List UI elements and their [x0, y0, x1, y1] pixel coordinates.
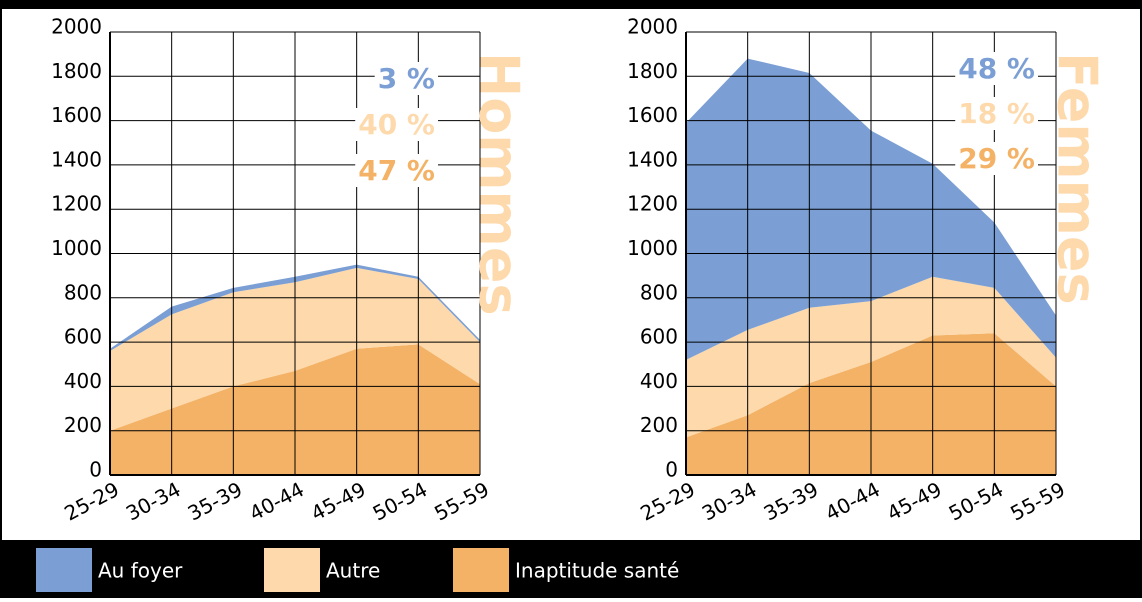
legend-swatch — [36, 548, 92, 592]
annotation: 47 % — [358, 154, 435, 187]
y-tick-label: 800 — [640, 280, 678, 304]
legend-label: Autre — [326, 559, 380, 583]
y-tick-label: 200 — [64, 413, 102, 437]
y-tick-label: 200 — [640, 413, 678, 437]
y-tick-label: 1400 — [51, 147, 102, 171]
legend-swatch — [453, 548, 509, 592]
annotation: 40 % — [358, 108, 435, 141]
annotation-bg — [955, 142, 1038, 175]
annotation: 29 % — [958, 142, 1035, 175]
top-bar — [0, 0, 1142, 9]
y-tick-label: 600 — [640, 325, 678, 349]
y-tick-label: 1800 — [627, 59, 678, 83]
side-label: Hommes — [467, 52, 530, 316]
y-tick-label: 0 — [89, 458, 102, 482]
y-tick-label: 1600 — [627, 103, 678, 127]
annotation: 18 % — [958, 97, 1035, 130]
annotation-bg — [355, 154, 438, 187]
y-tick-label: 1800 — [51, 59, 102, 83]
side-label: Femmes — [1045, 52, 1108, 305]
y-tick-label: 600 — [64, 325, 102, 349]
annotation-bg — [374, 62, 438, 95]
annotation: 48 % — [958, 52, 1035, 85]
y-tick-label: 2000 — [51, 15, 102, 39]
y-tick-label: 0 — [665, 458, 678, 482]
y-tick-label: 400 — [64, 369, 102, 393]
legend-label: Inaptitude santé — [515, 559, 679, 583]
annotation-bg — [955, 52, 1038, 85]
y-tick-label: 800 — [64, 280, 102, 304]
y-tick-label: 1200 — [51, 192, 102, 216]
y-tick-label: 2000 — [627, 15, 678, 39]
legend-bar — [0, 540, 1142, 598]
y-tick-label: 1400 — [627, 147, 678, 171]
y-tick-label: 1000 — [51, 236, 102, 260]
annotation-bg — [955, 97, 1038, 130]
annotation: 3 % — [378, 62, 435, 95]
annotation-bg — [355, 108, 438, 141]
y-tick-label: 1000 — [627, 236, 678, 260]
y-tick-label: 400 — [640, 369, 678, 393]
legend-label: Au foyer — [98, 559, 183, 583]
y-tick-label: 1600 — [51, 103, 102, 127]
y-tick-label: 1200 — [627, 192, 678, 216]
legend-swatch — [264, 548, 320, 592]
